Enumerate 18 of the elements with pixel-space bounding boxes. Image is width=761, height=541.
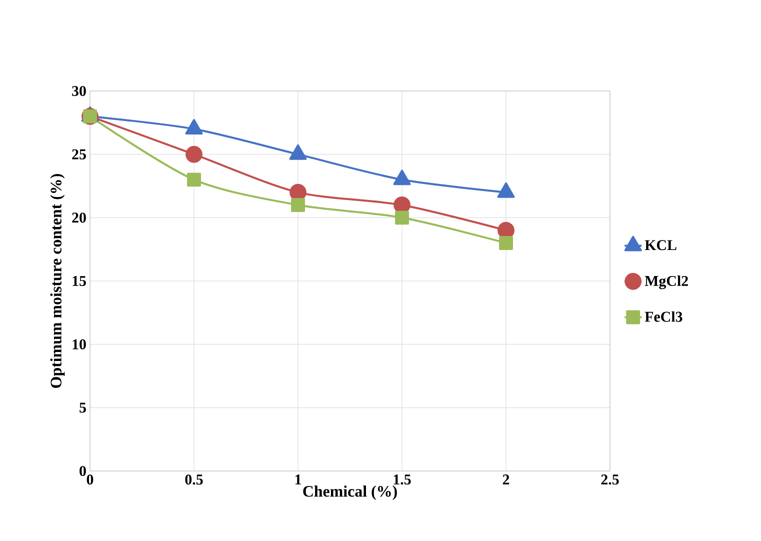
- y-tick-label: 0: [80, 466, 86, 476]
- y-tick-label: 15: [72, 276, 86, 286]
- x-tick-label: 1: [295, 474, 301, 484]
- legend-label: KCL: [644, 240, 676, 250]
- x-tick-label: 0: [86, 474, 94, 485]
- legend-label: FeCl3: [644, 311, 682, 322]
- y-tick-label: 30: [72, 86, 86, 96]
- x-axis-title: Chemical (%): [303, 486, 397, 500]
- y-tick-label: 10: [72, 339, 86, 350]
- y-tick-label: 25: [72, 149, 86, 160]
- y-axis-title: Optimum moisture content (%): [50, 174, 65, 388]
- y-tick-label: 20: [72, 212, 86, 223]
- x-tick-label: 1.5: [394, 474, 411, 485]
- y-tick-label: 5: [80, 402, 86, 413]
- x-tick-label: 2.5: [601, 474, 619, 485]
- x-tick-label: 2: [502, 474, 510, 484]
- legend-label: MgCl2: [644, 275, 688, 290]
- x-tick-label: 0.5: [185, 474, 203, 485]
